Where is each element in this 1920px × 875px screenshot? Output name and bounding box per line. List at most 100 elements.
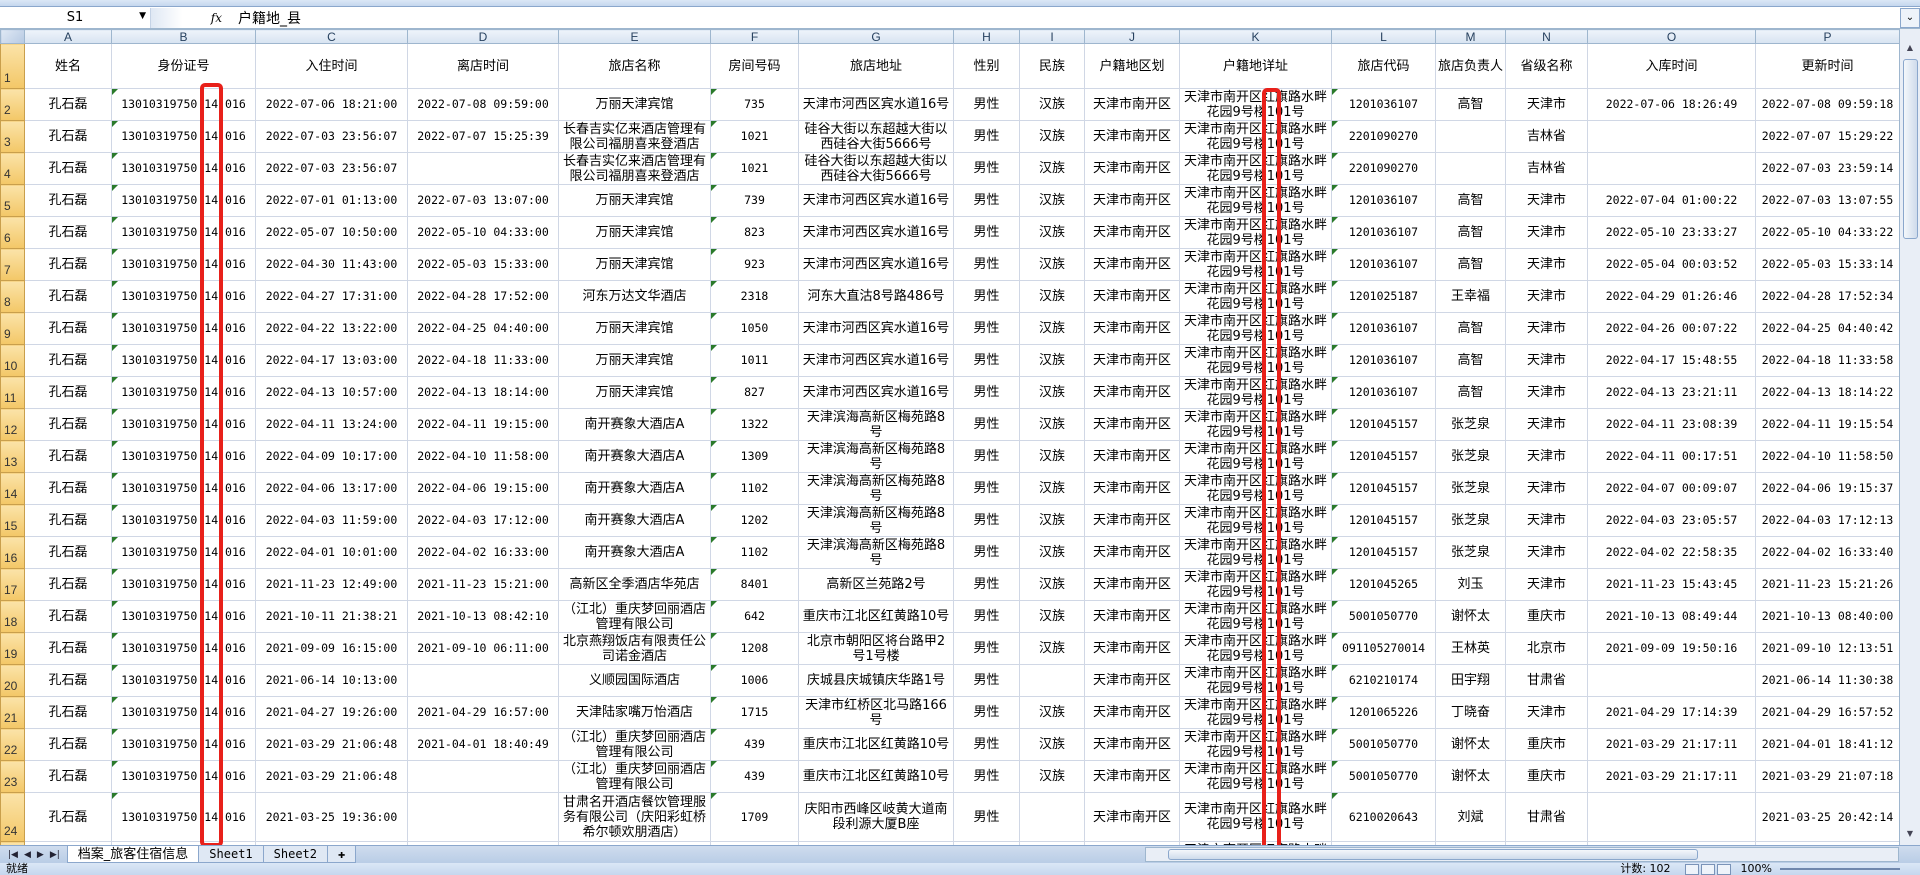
cell-M13[interactable]: 张芝泉 xyxy=(1435,440,1506,473)
cell-P6[interactable]: 2022-05-10 04:33:22 xyxy=(1755,216,1899,249)
cell-F9[interactable]: 1050 xyxy=(710,312,799,345)
cell-H5[interactable]: 男性 xyxy=(953,184,1020,217)
cell-K3[interactable]: 天津市南开区红旗路水畔花园9号楼101号 xyxy=(1179,120,1332,153)
row-header[interactable]: 4 xyxy=(0,152,25,185)
cell-K13[interactable]: 天津市南开区红旗路水畔花园9号楼101号 xyxy=(1179,440,1332,473)
cell-H20[interactable]: 男性 xyxy=(953,664,1020,697)
cell-L7[interactable]: 1201036107 xyxy=(1331,248,1436,281)
cell-H23[interactable]: 男性 xyxy=(953,760,1020,793)
cell-H17[interactable]: 男性 xyxy=(953,568,1020,601)
cell-M17[interactable]: 刘玉 xyxy=(1435,568,1506,601)
cell-P17[interactable]: 2021-11-23 15:21:26 xyxy=(1755,568,1899,601)
cell-G9[interactable]: 天津市河西区宾水道16号 xyxy=(798,312,954,345)
cell-F4[interactable]: 1021 xyxy=(710,152,799,185)
cell-F22[interactable]: 439 xyxy=(710,728,799,761)
cell-F2[interactable]: 735 xyxy=(710,88,799,121)
cell-M11[interactable]: 高智 xyxy=(1435,376,1506,409)
cell-C1[interactable]: 入住时间 xyxy=(255,43,408,89)
cell-J6[interactable]: 天津市南开区 xyxy=(1084,216,1180,249)
cell-N5[interactable]: 天津市 xyxy=(1505,184,1588,217)
cell-F5[interactable]: 739 xyxy=(710,184,799,217)
column-header-B[interactable]: B xyxy=(111,29,256,44)
cell-O1[interactable]: 入库时间 xyxy=(1587,43,1756,89)
cell-O7[interactable]: 2022-05-04 00:03:52 xyxy=(1587,248,1756,281)
cell-M9[interactable]: 高智 xyxy=(1435,312,1506,345)
cell-O24[interactable] xyxy=(1587,792,1756,842)
row-header[interactable]: 17 xyxy=(0,568,25,601)
cell-G23[interactable]: 重庆市江北区红黄路10号 xyxy=(798,760,954,793)
cell-J8[interactable]: 天津市南开区 xyxy=(1084,280,1180,313)
cell-N24[interactable]: 甘肃省 xyxy=(1505,792,1588,842)
cell-H10[interactable]: 男性 xyxy=(953,344,1020,377)
cell-A15[interactable]: 孔石磊 xyxy=(24,504,112,537)
cell-K22[interactable]: 天津市南开区红旗路水畔花园9号楼101号 xyxy=(1179,728,1332,761)
cell-F14[interactable]: 1102 xyxy=(710,472,799,505)
cell-P7[interactable]: 2022-05-03 15:33:14 xyxy=(1755,248,1899,281)
cell-J11[interactable]: 天津市南开区 xyxy=(1084,376,1180,409)
cell-I13[interactable]: 汉族 xyxy=(1019,440,1085,473)
cell-K21[interactable]: 天津市南开区红旗路水畔花园9号楼101号 xyxy=(1179,696,1332,729)
cell-O19[interactable]: 2021-09-09 19:50:16 xyxy=(1587,632,1756,665)
cell-D10[interactable]: 2022-04-18 11:33:00 xyxy=(407,344,559,377)
cell-F17[interactable]: 8401 xyxy=(710,568,799,601)
cell-H18[interactable]: 男性 xyxy=(953,600,1020,633)
cell-P4[interactable]: 2022-07-03 23:59:14 xyxy=(1755,152,1899,185)
cell-G16[interactable]: 天津滨海高新区梅苑路8号 xyxy=(798,536,954,569)
cell-G5[interactable]: 天津市河西区宾水道16号 xyxy=(798,184,954,217)
row-header[interactable]: 20 xyxy=(0,664,25,697)
cell-B1[interactable]: 身份证号 xyxy=(111,43,256,89)
cell-D4[interactable] xyxy=(407,152,559,185)
cell-D14[interactable]: 2022-04-06 19:15:00 xyxy=(407,472,559,505)
cell-K10[interactable]: 天津市南开区红旗路水畔花园9号楼101号 xyxy=(1179,344,1332,377)
column-header-I[interactable]: I xyxy=(1019,29,1085,44)
cell-F16[interactable]: 1102 xyxy=(710,536,799,569)
cell-B13[interactable]: 13010319750 14 016 xyxy=(111,440,256,473)
cell-H8[interactable]: 男性 xyxy=(953,280,1020,313)
cell-H2[interactable]: 男性 xyxy=(953,88,1020,121)
cell-C4[interactable]: 2022-07-03 23:56:07 xyxy=(255,152,408,185)
cell-F6[interactable]: 823 xyxy=(710,216,799,249)
row-header[interactable]: 7 xyxy=(0,248,25,281)
row-header[interactable]: 14 xyxy=(0,472,25,505)
cell-J4[interactable]: 天津市南开区 xyxy=(1084,152,1180,185)
cell-L18[interactable]: 5001050770 xyxy=(1331,600,1436,633)
cell-A24[interactable]: 孔石磊 xyxy=(24,792,112,842)
cell-C17[interactable]: 2021-11-23 12:49:00 xyxy=(255,568,408,601)
cell-P8[interactable]: 2022-04-28 17:52:34 xyxy=(1755,280,1899,313)
cell-O16[interactable]: 2022-04-02 22:58:35 xyxy=(1587,536,1756,569)
horizontal-scrollbar[interactable] xyxy=(1145,847,1899,862)
cell-P3[interactable]: 2022-07-07 15:29:22 xyxy=(1755,120,1899,153)
cell-C18[interactable]: 2021-10-11 21:38:21 xyxy=(255,600,408,633)
cell-E17[interactable]: 高新区全季酒店华苑店 xyxy=(558,568,711,601)
cell-G6[interactable]: 天津市河西区宾水道16号 xyxy=(798,216,954,249)
cell-M1[interactable]: 旅店负责人 xyxy=(1435,43,1506,89)
cell-P20[interactable]: 2021-06-14 11:30:38 xyxy=(1755,664,1899,697)
cell-M5[interactable]: 高智 xyxy=(1435,184,1506,217)
cell-P21[interactable]: 2021-04-29 16:57:52 xyxy=(1755,696,1899,729)
vertical-scrollbar[interactable]: ▲ ▼ xyxy=(1899,29,1920,845)
name-box[interactable]: S1 ▼ xyxy=(0,8,150,28)
cell-H11[interactable]: 男性 xyxy=(953,376,1020,409)
cell-G20[interactable]: 庆城县庆城镇庆华路1号 xyxy=(798,664,954,697)
expand-formula-bar-button[interactable]: ⌄ xyxy=(1900,7,1920,28)
cell-N22[interactable]: 重庆市 xyxy=(1505,728,1588,761)
cell-B5[interactable]: 13010319750 14 016 xyxy=(111,184,256,217)
cell-A22[interactable]: 孔石磊 xyxy=(24,728,112,761)
column-header-H[interactable]: H xyxy=(953,29,1020,44)
page-break-view-icon[interactable] xyxy=(1716,863,1731,875)
cell-K14[interactable]: 天津市南开区红旗路水畔花园9号楼101号 xyxy=(1179,472,1332,505)
row-header[interactable]: 18 xyxy=(0,600,25,633)
cell-I12[interactable]: 汉族 xyxy=(1019,408,1085,441)
cell-I16[interactable]: 汉族 xyxy=(1019,536,1085,569)
cell-G17[interactable]: 高新区兰苑路2号 xyxy=(798,568,954,601)
cell-G22[interactable]: 重庆市江北区红黄路10号 xyxy=(798,728,954,761)
sheet-tab-0[interactable]: 档案_旅客住宿信息 xyxy=(66,846,200,863)
cell-O22[interactable]: 2021-03-29 21:17:11 xyxy=(1587,728,1756,761)
cell-G24[interactable]: 庆阳市西峰区岐黄大道南段利源大厦B座 xyxy=(798,792,954,842)
vertical-scroll-thumb[interactable] xyxy=(1903,59,1918,239)
cell-P25[interactable] xyxy=(1755,841,1899,845)
cell-M21[interactable]: 丁晓奋 xyxy=(1435,696,1506,729)
cell-P22[interactable]: 2021-04-01 18:41:12 xyxy=(1755,728,1899,761)
cell-L22[interactable]: 5001050770 xyxy=(1331,728,1436,761)
cell-I23[interactable]: 汉族 xyxy=(1019,760,1085,793)
